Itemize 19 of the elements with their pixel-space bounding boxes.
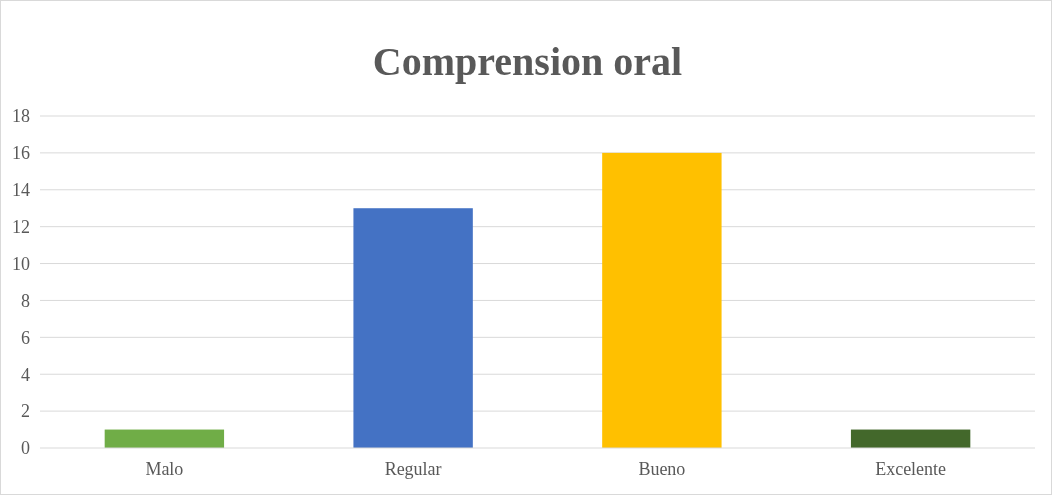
bar [104,429,225,448]
chart-title: Comprension oral [372,39,683,84]
y-tick-label: 8 [21,290,30,311]
x-tick-label: Excelente [875,459,947,479]
bar [602,152,722,448]
x-tick-label: Bueno [638,459,686,479]
x-tick-label: Regular [384,459,442,479]
bar [850,429,971,448]
y-tick-label: 10 [12,253,30,274]
y-tick-label: 12 [12,216,30,237]
bar [353,208,473,448]
y-tick-label: 16 [12,143,30,164]
y-tick-label: 2 [21,401,30,422]
y-tick-label: 6 [21,327,30,348]
y-tick-label: 4 [21,364,30,385]
y-tick-label: 0 [21,438,30,459]
x-tick-label: Malo [145,459,184,479]
y-tick-label: 18 [12,106,30,127]
y-tick-label: 14 [12,180,30,201]
